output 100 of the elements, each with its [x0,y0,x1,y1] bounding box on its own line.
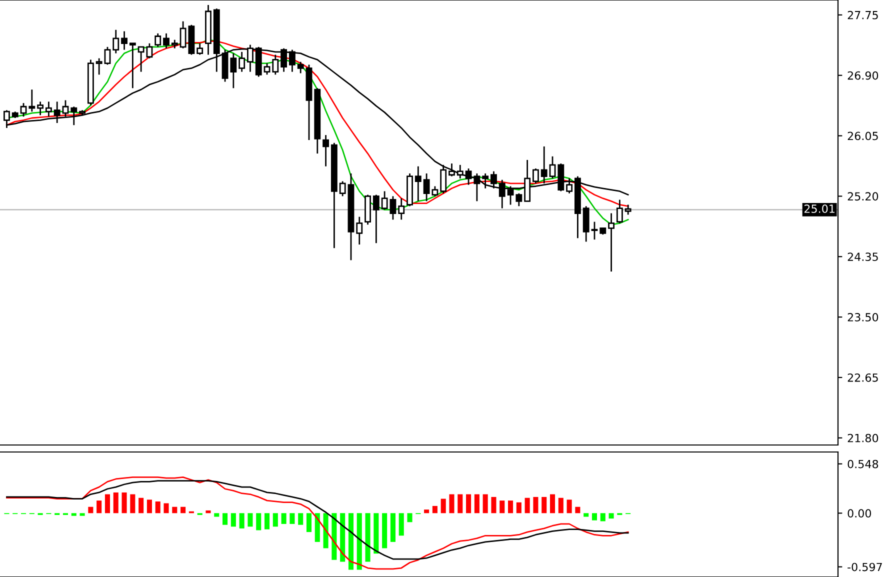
bar [164,503,169,514]
candlestick [624,204,632,216]
bar [348,513,354,570]
candlestick [104,46,111,66]
bar [290,513,295,524]
candlestick [549,156,556,180]
candlestick [20,102,27,118]
bar [524,498,530,514]
bar [214,513,220,517]
bar [281,513,286,524]
bar [542,496,547,514]
bar [374,513,379,554]
candlestick [272,54,279,76]
candlestick [532,168,539,184]
bar [382,513,388,548]
bar [466,494,472,514]
candlestick [356,216,363,246]
candlestick [70,106,78,126]
bar [500,500,505,514]
candlestick [163,32,170,50]
candlestick [322,134,330,168]
bar [256,513,262,530]
bar [138,498,144,514]
bar [474,494,480,514]
candlestick [591,221,598,240]
bar [272,513,278,527]
candlestick [482,172,489,190]
candlestick [121,30,128,50]
candlestick [62,100,69,118]
bar [449,494,454,514]
candlestick [339,180,346,197]
candlestick [372,194,380,244]
candlestick [390,196,396,220]
bar [508,500,514,514]
bar [491,496,496,514]
bar [550,494,556,514]
candlestick [608,212,614,272]
y-tick-label: 26.05 [848,132,878,140]
bar [424,510,430,514]
ref-line-label: 25.01 [804,204,834,213]
bar [239,513,244,528]
bar [608,513,614,519]
bar [566,500,572,514]
candlestick [238,51,246,72]
bar [306,513,312,532]
bar [122,492,127,514]
bar [332,513,337,560]
bar [432,506,438,514]
candlestick [112,29,120,54]
candlestick [456,164,464,180]
candlestick [448,162,455,177]
candlestick [37,100,44,116]
y-tick-label: 0.548 [848,460,878,468]
bar [80,513,85,516]
candlestick [414,166,422,202]
bar [314,513,320,542]
candlestick [490,170,497,190]
bar [264,513,270,530]
bar [533,496,538,514]
bar [340,513,346,562]
bar [71,513,76,516]
candlestick [297,61,304,74]
bar [407,513,412,522]
candlestick [616,199,623,224]
bar [172,506,178,514]
bar [130,494,136,514]
bar [96,500,102,514]
candlestick [398,198,405,220]
bar [323,513,328,548]
candlestick [582,205,590,242]
candlestick [54,100,60,124]
bar [146,500,152,514]
bar [558,498,564,514]
y-tick-label: 0.00 [848,509,872,518]
bar [248,513,253,527]
bar [298,513,304,525]
candlestick [196,42,204,56]
y-tick-label: 22.65 [848,373,878,382]
bar [458,494,463,514]
bar [155,501,160,514]
y-tick-label: 23.50 [848,313,878,322]
candlestick [154,32,162,48]
bar [365,513,370,562]
bar [592,513,598,520]
candlestick [96,58,102,76]
bar [398,513,404,536]
bar [104,494,110,514]
bar [390,513,396,542]
y-tick-label: -0.597 [848,562,882,572]
bar [180,506,186,514]
bar [600,513,606,522]
bar [482,494,488,514]
candlestick [381,190,388,210]
candlestick [28,88,36,112]
candlestick [264,62,270,76]
candlestick [45,100,52,118]
bar [516,502,522,514]
bar [230,513,236,527]
bar [88,506,94,514]
candlestick [540,146,548,184]
